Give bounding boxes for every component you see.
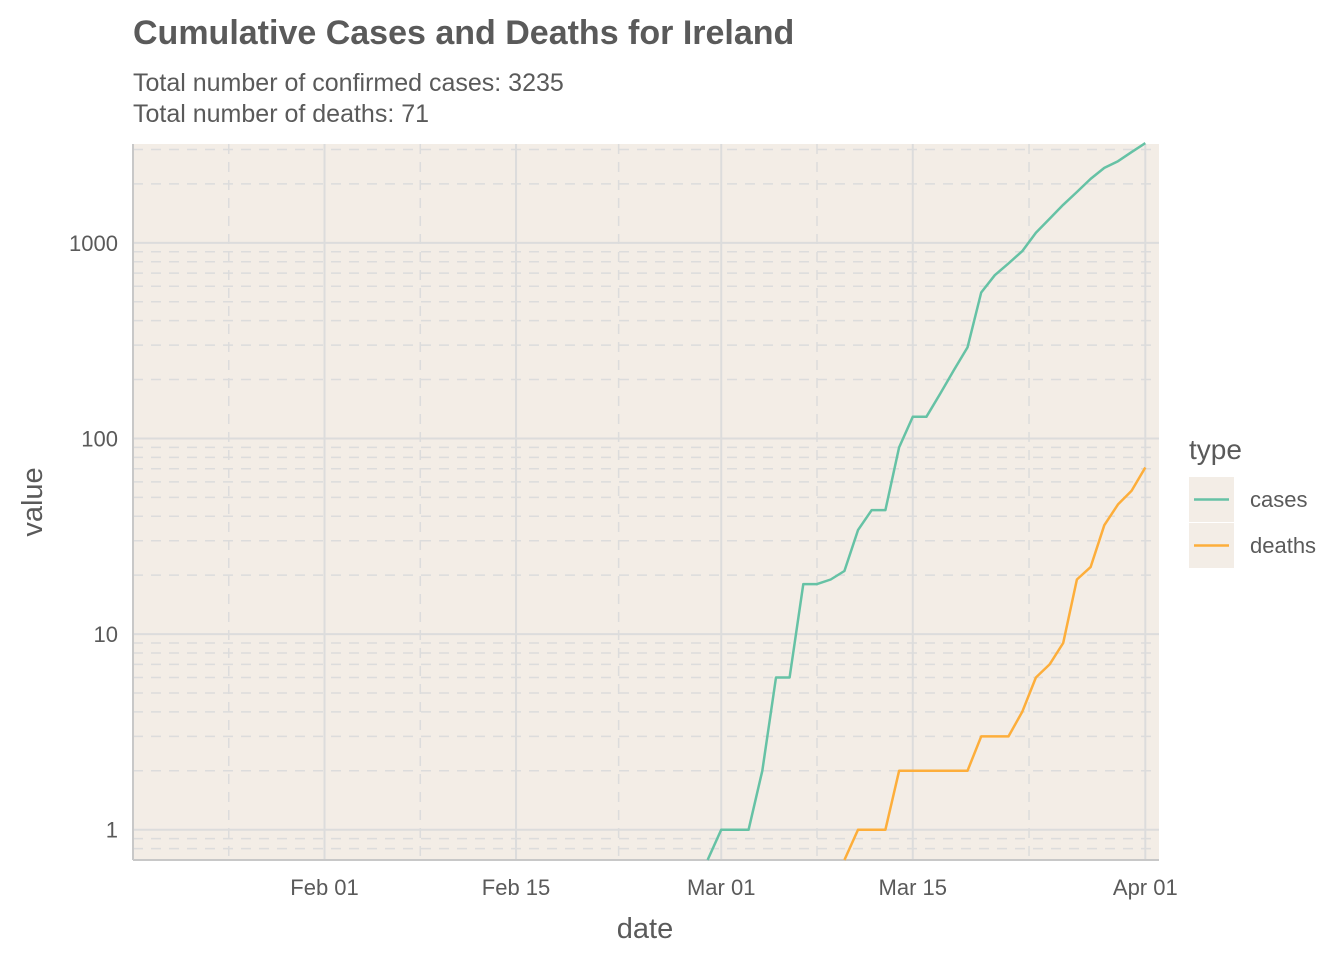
x-tick-label: Apr 01 xyxy=(1113,875,1178,900)
y-tick-label: 1000 xyxy=(69,231,118,256)
legend-items: cases deaths xyxy=(1189,477,1316,568)
legend-label-deaths: deaths xyxy=(1250,533,1316,558)
y-axis-label: value xyxy=(17,467,49,536)
legend-label-cases: cases xyxy=(1250,487,1307,512)
legend-title: type xyxy=(1189,434,1242,465)
y-tick-label: 100 xyxy=(81,426,118,451)
x-tick-label: Feb 01 xyxy=(290,875,359,900)
tick-layer: Feb 01 Feb 15 Mar 01 Mar 15 Apr 01 1 10 100 1000 xyxy=(69,231,1178,900)
chart-subtitle-line-1: Total number of confirmed cases: 3235 xyxy=(133,69,564,97)
x-tick-label: Feb 15 xyxy=(482,875,551,900)
x-axis-label: date xyxy=(617,913,673,945)
series-line-deaths xyxy=(843,466,1147,861)
x-tick-label: Mar 15 xyxy=(879,875,947,900)
x-tick-label: Mar 01 xyxy=(687,875,755,900)
y-tick-label: 1 xyxy=(106,818,118,843)
chart-subtitle-line-2: Total number of deaths: 71 xyxy=(133,100,429,128)
chart-title: Cumulative Cases and Deaths for Ireland xyxy=(133,14,794,52)
y-tick-label: 10 xyxy=(94,622,118,647)
series-line-cases xyxy=(706,142,1146,861)
series-layer xyxy=(706,142,1147,861)
plot-panel xyxy=(133,144,1159,860)
legend: type cases deaths xyxy=(1189,434,1316,568)
